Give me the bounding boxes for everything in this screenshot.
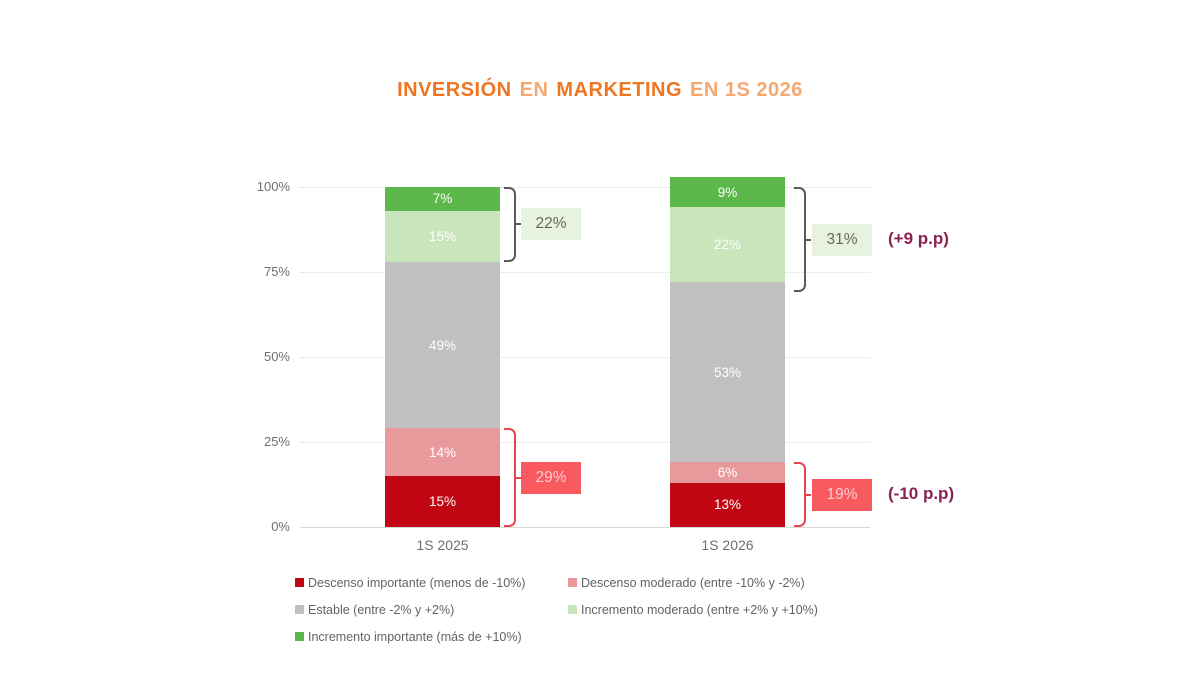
legend-swatch — [568, 605, 577, 614]
bar-segment-label: 22% — [713, 237, 742, 253]
gridline — [300, 357, 870, 358]
gridline — [300, 187, 870, 188]
bar-segment: 14% — [385, 428, 500, 476]
bar-segment-label: 53% — [713, 364, 742, 380]
bar-segment-label: 14% — [428, 444, 457, 460]
y-tick-label: 50% — [263, 349, 290, 364]
title-word-marketing: MARKETING — [556, 79, 683, 101]
bar-segment: 15% — [385, 476, 500, 527]
bar-segment: 49% — [385, 261, 500, 429]
legend-label: Descenso moderado (entre -10% y -2%) — [581, 575, 805, 590]
increase-bracket — [504, 187, 521, 262]
legend-item: Incremento moderado (entre +2% y +10%) — [568, 596, 915, 623]
bar-segment-label: 6% — [717, 465, 738, 481]
bar-segment: 13% — [670, 482, 785, 527]
bar-segment-label: 15% — [428, 228, 457, 244]
bracket-nub — [514, 223, 521, 226]
x-category-label: 1S 2026 — [701, 537, 754, 553]
legend-swatch — [295, 578, 304, 587]
title-word-period: EN 1S 2026 — [690, 79, 803, 101]
decrease-bracket — [794, 462, 811, 527]
bracket-nub — [804, 493, 811, 496]
legend-label: Incremento moderado (entre +2% y +10%) — [581, 602, 818, 617]
legend-item: Descenso importante (menos de -10%) — [295, 569, 568, 596]
y-tick-label: 25% — [263, 434, 290, 449]
decrease-total-label: 29% — [521, 461, 581, 494]
legend-label: Descenso importante (menos de -10%) — [308, 575, 526, 590]
x-axis-baseline — [300, 527, 870, 528]
gridline — [300, 442, 870, 443]
gridline — [300, 272, 870, 273]
bar-segment: 6% — [670, 462, 785, 483]
bar-segment-label: 7% — [432, 191, 453, 207]
bracket-nub — [804, 238, 811, 241]
legend-swatch — [295, 605, 304, 614]
bar-segment-label: 13% — [713, 497, 742, 513]
decrease-total-label: 19% — [812, 478, 872, 511]
increase-total-label: 22% — [521, 208, 581, 241]
change-annotation: (+9 p.p) — [888, 228, 949, 248]
legend: Descenso importante (menos de -10%) Desce… — [295, 569, 915, 650]
decrease-bracket — [504, 428, 521, 527]
bar-segment: 15% — [385, 210, 500, 262]
chart-title: INVERSIÓN EN MARKETING EN 1S 2026 — [0, 79, 1200, 102]
bar-segment: 22% — [670, 207, 785, 283]
x-category-label: 1S 2025 — [416, 537, 469, 553]
bracket-nub — [514, 476, 521, 479]
legend-item: Estable (entre -2% y +2%) — [295, 596, 568, 623]
legend-swatch — [568, 578, 577, 587]
bar-segment-label: 15% — [428, 494, 457, 509]
bar-segment: 9% — [670, 176, 785, 208]
legend-swatch — [295, 632, 304, 641]
legend-label: Incremento importante (más de +10%) — [308, 629, 522, 644]
bar-segment-label: 49% — [428, 337, 457, 353]
legend-label: Estable (entre -2% y +2%) — [308, 602, 455, 617]
change-annotation: (-10 p.p) — [888, 483, 955, 503]
title-word-en: EN — [519, 79, 549, 101]
bar-segment-label: 9% — [717, 184, 738, 200]
bar-segment: 53% — [670, 282, 785, 463]
legend-item: Descenso moderado (entre -10% y -2%) — [568, 569, 915, 596]
y-tick-label: 0% — [271, 519, 290, 534]
bar-segment: 7% — [385, 187, 500, 211]
legend-item: Incremento importante (más de +10%) — [295, 623, 568, 650]
y-tick-label: 75% — [263, 264, 290, 279]
title-word-inversion: INVERSIÓN — [397, 79, 512, 101]
y-tick-label: 100% — [256, 179, 290, 194]
increase-total-label: 31% — [812, 223, 872, 256]
increase-bracket — [794, 187, 811, 293]
